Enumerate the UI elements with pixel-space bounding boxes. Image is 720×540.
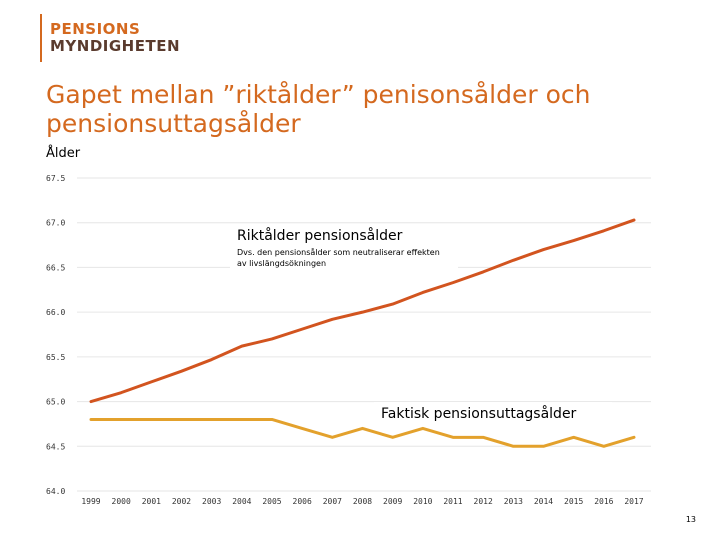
x-tick-label: 2014 [534, 497, 553, 506]
x-tick-label: 2004 [232, 497, 251, 506]
annotations: Riktålder pensionsålder Dvs. den pensions… [230, 224, 612, 424]
page-number: 13 [685, 515, 696, 524]
x-tick-label: 2006 [293, 497, 312, 506]
y-tick-label: 65.0 [46, 398, 65, 407]
x-tick-label: 2010 [413, 497, 432, 506]
y-tick-label: 67.5 [46, 174, 65, 183]
y-tick-label: 66.0 [46, 308, 65, 317]
logo-line-1: PENSIONS [50, 20, 141, 38]
x-tick-label: 2007 [323, 497, 342, 506]
logo-line-2: MYNDIGHETEN [50, 37, 181, 55]
x-tick-label: 2012 [474, 497, 493, 506]
y-tick-label: 65.5 [46, 353, 65, 362]
y-tick-label: 66.5 [46, 263, 65, 272]
annotation-riktalder-label: Riktålder pensionsålder [237, 227, 403, 244]
x-tick-label: 2015 [564, 497, 583, 506]
sublabel-line: av livslängdsökningen [237, 259, 326, 268]
slide-title: Gapet mellan ”riktålder” penisonsålder o… [46, 80, 591, 138]
y-tick-label: 64.0 [46, 487, 65, 496]
sublabel-line: Dvs. den pensionsålder som neutraliserar… [237, 247, 440, 257]
series-line-1 [89, 218, 636, 404]
x-tick-label: 2016 [594, 497, 613, 506]
x-tick-label: 2008 [353, 497, 372, 506]
y-axis-label: Ålder [46, 146, 81, 161]
y-tick-label: 64.5 [46, 442, 65, 451]
x-tick-label: 2003 [202, 497, 221, 506]
x-tick-label: 2001 [142, 497, 161, 506]
x-tick-label: 2011 [443, 497, 462, 506]
annotation-background [230, 224, 458, 270]
x-tick-label: 1999 [81, 497, 100, 506]
x-tick-label: 2009 [383, 497, 402, 506]
logo-accent-bar [40, 14, 42, 62]
pensionsmyndigheten-logo: PENSIONS MYNDIGHETEN [40, 14, 180, 62]
x-tick-label: 2000 [112, 497, 131, 506]
x-tick-label: 2002 [172, 497, 191, 506]
x-tick-labels: 1999 2000 2001 2002 2003 2004 2005 2006 2007 2008… [81, 497, 643, 506]
y-tick-labels: 67.5 67.0 66.5 66.0 65.5 65.0 64.5 64.0 [46, 174, 65, 496]
x-tick-label: 2005 [262, 497, 281, 506]
annotation-faktisk-label: Faktisk pensionsuttagsålder [381, 405, 577, 422]
y-tick-label: 67.0 [46, 219, 65, 228]
annotation-background [374, 402, 612, 424]
x-tick-label: 2017 [624, 497, 643, 506]
x-tick-label: 2013 [504, 497, 523, 506]
annotation-riktalder-sublabel: Dvs. den pensionsålder som neutraliserar… [237, 247, 440, 268]
logo-text: PENSIONS MYNDIGHETEN [50, 14, 180, 62]
series-line-2 [89, 417, 636, 448]
series-lines [89, 218, 636, 448]
